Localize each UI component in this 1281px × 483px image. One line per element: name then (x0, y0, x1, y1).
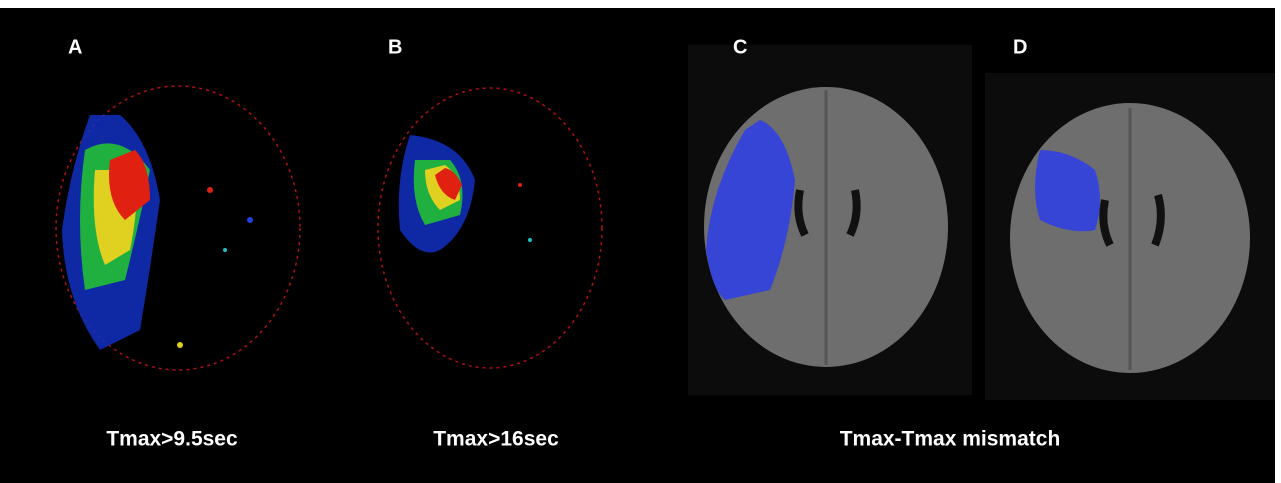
panel-label: D (1013, 36, 1027, 58)
panel-label: B (388, 36, 402, 58)
caption: Tmax>16sec (433, 428, 559, 451)
caption: Tmax>9.5sec (106, 428, 238, 451)
panel-b-image (377, 87, 603, 369)
panel-d-image (985, 73, 1275, 400)
panel-c-image (688, 45, 972, 395)
panel-a-image (55, 85, 301, 371)
panel-label: A (68, 36, 82, 58)
panel-label: C (733, 36, 747, 58)
caption: Tmax-Tmax mismatch (840, 428, 1061, 451)
